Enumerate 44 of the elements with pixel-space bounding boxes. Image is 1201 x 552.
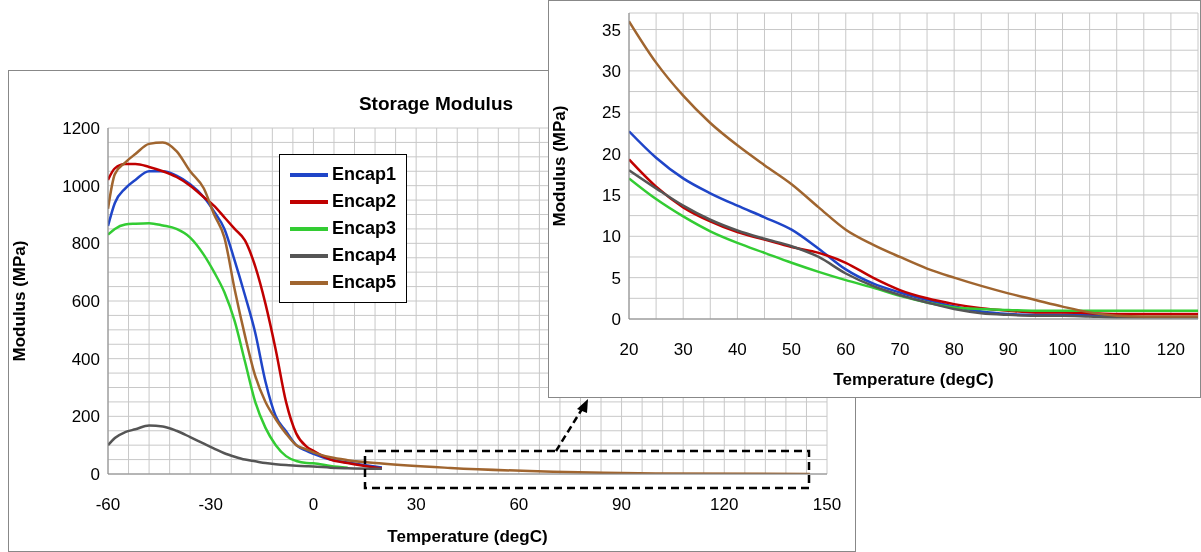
legend-label: Encap4 bbox=[332, 245, 397, 266]
line-series bbox=[108, 424, 384, 471]
y-tick-label: 35 bbox=[602, 20, 621, 40]
x-tick-label: 120 bbox=[710, 495, 739, 515]
legend-label: Encap3 bbox=[332, 218, 397, 239]
x-tick-label: 90 bbox=[612, 495, 632, 515]
x-tick-label: 50 bbox=[782, 340, 802, 360]
legend-label: Encap1 bbox=[332, 164, 397, 185]
x-tick-label: 100 bbox=[1048, 340, 1077, 360]
y-tick-label: 20 bbox=[602, 144, 621, 164]
y-tick-label: 800 bbox=[71, 234, 100, 254]
y-tick-label: 0 bbox=[90, 465, 100, 485]
x-axis-title: Temperature (degC) bbox=[387, 527, 548, 546]
y-tick-label: 25 bbox=[602, 103, 621, 123]
x-tick-label: 110 bbox=[1103, 340, 1131, 360]
y-tick-label: 30 bbox=[602, 61, 621, 81]
legend-label: Encap2 bbox=[332, 191, 397, 212]
y-tick-label: 15 bbox=[602, 185, 621, 205]
x-tick-label: 40 bbox=[727, 340, 747, 360]
x-tick-label: -60 bbox=[95, 495, 121, 515]
x-tick-label: 30 bbox=[673, 340, 693, 360]
y-tick-label: 5 bbox=[611, 268, 621, 288]
x-tick-label: 120 bbox=[1156, 340, 1186, 360]
x-tick-label: 60 bbox=[836, 340, 856, 360]
chart-title: Storage Modulus bbox=[358, 93, 514, 115]
x-tick-label: 0 bbox=[308, 495, 319, 515]
y-tick-label: 1200 bbox=[62, 119, 100, 139]
y-tick-label: 600 bbox=[71, 292, 100, 312]
x-tick-label: 70 bbox=[890, 340, 910, 360]
y-tick-label: 10 bbox=[602, 227, 621, 247]
y-axis-title: Modulus (MPa) bbox=[550, 105, 570, 227]
y-tick-label: 0 bbox=[611, 310, 621, 330]
x-tick-label: 80 bbox=[944, 340, 964, 360]
x-tick-label: 150 bbox=[812, 495, 842, 515]
y-axis-title: Modulus (MPa) bbox=[10, 240, 30, 362]
x-axis-title: Temperature (degC) bbox=[833, 370, 994, 389]
y-tick-label: 1000 bbox=[62, 176, 100, 196]
x-tick-label: 60 bbox=[509, 495, 529, 515]
y-tick-label: 400 bbox=[71, 349, 100, 369]
x-tick-label: -30 bbox=[198, 495, 223, 515]
legend-label: Encap5 bbox=[332, 272, 397, 293]
x-tick-label: 90 bbox=[998, 340, 1018, 360]
x-tick-label: 30 bbox=[406, 495, 426, 515]
y-tick-label: 200 bbox=[71, 407, 100, 427]
